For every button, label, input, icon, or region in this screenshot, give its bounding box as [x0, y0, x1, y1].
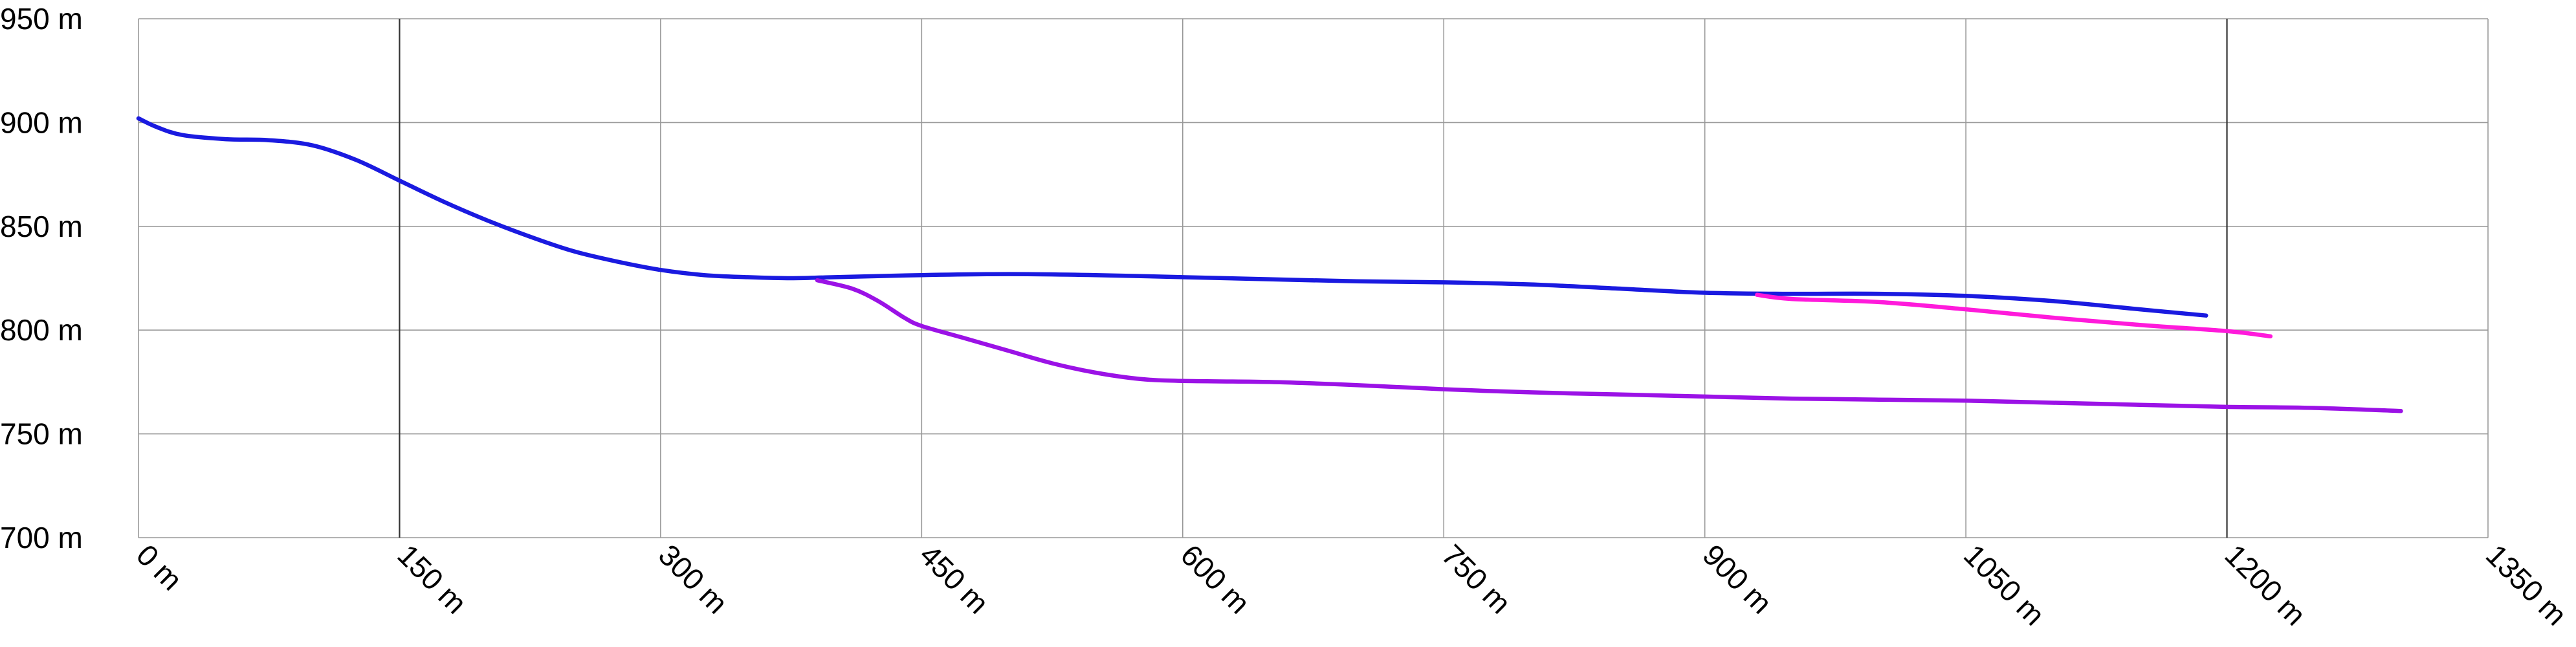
y-tick-label: 900 m — [0, 105, 83, 139]
x-tick-label: 1350 m — [2480, 538, 2573, 631]
y-tick-label: 950 m — [0, 2, 83, 36]
x-tick-label: 150 m — [391, 538, 473, 620]
y-axis-tick-labels: 700 m 750 m 800 m 850 m 900 m 950 m — [0, 2, 83, 554]
series-line-1 — [136, 116, 2208, 318]
x-axis-tick-labels: 0 m 150 m 300 m 450 m 600 m 750 m 900 m 1050 m 1… — [130, 538, 2573, 631]
y-tick-label: 750 m — [0, 417, 83, 451]
series-line-2 — [815, 278, 2403, 413]
y-tick-label: 700 m — [0, 521, 83, 554]
series-line-3 — [1755, 292, 2273, 339]
x-tick-label: 300 m — [652, 538, 734, 620]
x-tick-label: 450 m — [913, 538, 995, 620]
grid — [138, 18, 2489, 538]
y-tick-label: 800 m — [0, 313, 83, 347]
x-tick-label: 600 m — [1174, 538, 1257, 620]
x-tick-label: 1200 m — [2218, 538, 2312, 631]
x-tick-label: 900 m — [1697, 538, 1779, 620]
x-tick-label: 0 m — [130, 538, 189, 597]
y-tick-label: 850 m — [0, 210, 83, 243]
x-tick-label: 1050 m — [1957, 538, 2051, 631]
x-tick-label: 750 m — [1435, 538, 1517, 620]
series-lines — [136, 116, 2403, 413]
